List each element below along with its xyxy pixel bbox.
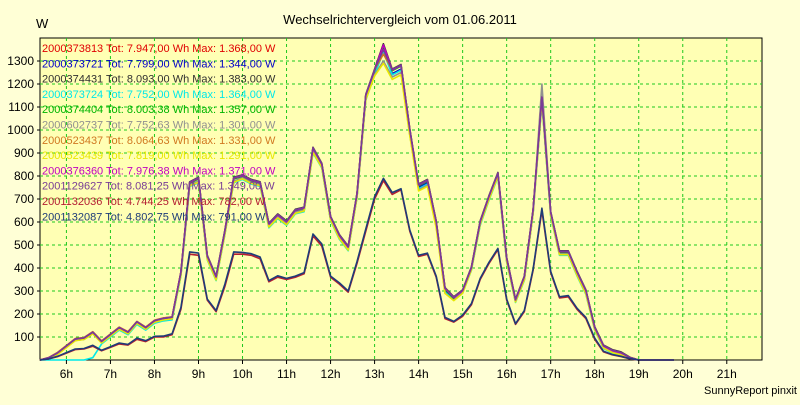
legend-entry-2000373721: 2000373721 Tot: 7.799,00 Wh Max: 1.344,0… <box>42 58 276 70</box>
series-line-2001132087 <box>39 177 674 361</box>
legend-entry-2001129627: 2001129627 Tot: 8.081,25 Wh Max: 1.349,0… <box>42 181 275 193</box>
y-tick-label: 300 <box>14 284 34 298</box>
x-tick-label: 6h <box>60 367 73 381</box>
chart-title: Wechselrichtervergleich vom 01.06.2011 <box>283 12 517 27</box>
x-tick-label: 7h <box>104 367 117 381</box>
x-tick-label: 20h <box>673 367 693 381</box>
x-tick-label: 18h <box>585 367 605 381</box>
x-tick-label: 13h <box>365 367 385 381</box>
x-tick-label: 9h <box>192 367 205 381</box>
y-tick-label: 1200 <box>7 77 34 91</box>
legend-entry-2000373813: 2000373813 Tot: 7.947,00 Wh Max: 1.368,0… <box>42 43 276 55</box>
y-axis-label: W <box>36 16 49 31</box>
series-line-2001129627 <box>39 48 674 361</box>
series-lines <box>39 42 674 361</box>
x-tick-label: 8h <box>148 367 161 381</box>
x-tick-label: 19h <box>629 367 649 381</box>
y-tick-label: 500 <box>14 238 34 252</box>
legend: 2000373813 Tot: 7.947,00 Wh Max: 1.368,0… <box>42 43 276 223</box>
legend-entry-2000523437: 2000523437 Tot: 8.064,63 Wh Max: 1.331,0… <box>42 135 276 147</box>
legend-entry-2000374431: 2000374431 Tot: 8.093,00 Wh Max: 1.383,0… <box>42 74 276 86</box>
x-tick-label: 12h <box>321 367 341 381</box>
legend-entry-2000602737: 2000602737 Tot: 7.752,63 Wh Max: 1.301,0… <box>42 120 276 132</box>
x-tick-label: 10h <box>232 367 252 381</box>
footer-credit: SunnyReport pinxit <box>704 385 797 397</box>
x-tick-label: 17h <box>541 367 561 381</box>
y-tick-label: 900 <box>14 146 34 160</box>
axis-ticks: 100 200 300 400 500 600 700 800 900 1000 1100 1200 1… <box>7 54 736 381</box>
y-tick-label: 1300 <box>7 54 34 68</box>
legend-entry-2000374404: 2000374404 Tot: 8.003,38 Wh Max: 1.357,0… <box>42 104 276 116</box>
legend-entry-2001132087: 2001132087 Tot: 4.802,75 Wh Max: 791,00 … <box>42 211 266 223</box>
x-tick-label: 11h <box>277 367 296 381</box>
grid-lines <box>40 38 762 360</box>
y-tick-label: 400 <box>14 261 34 275</box>
legend-entry-2000376360: 2000376360 Tot: 7.976,38 Wh Max: 1.371,0… <box>42 165 276 177</box>
y-tick-label: 700 <box>14 192 34 206</box>
y-tick-label: 800 <box>14 169 34 183</box>
y-tick-label: 100 <box>14 330 34 344</box>
x-tick-label: 14h <box>409 367 429 381</box>
legend-entry-2000523439: 2000523439 Tot: 7.819,00 Wh Max: 1.291,0… <box>42 150 276 162</box>
x-tick-label: 16h <box>497 367 517 381</box>
legend-entry-2001132036: 2001132036 Tot: 4.744,25 Wh Max: 782,00 … <box>42 196 266 208</box>
y-tick-label: 1000 <box>7 123 34 137</box>
x-tick-label: 21h <box>717 367 737 381</box>
y-tick-label: 200 <box>14 307 34 321</box>
y-tick-label: 600 <box>14 215 34 229</box>
y-tick-label: 1100 <box>8 100 34 114</box>
legend-entry-2000373724: 2000373724 Tot: 7.752,00 Wh Max: 1.364,0… <box>42 89 276 101</box>
x-tick-label: 15h <box>453 367 473 381</box>
